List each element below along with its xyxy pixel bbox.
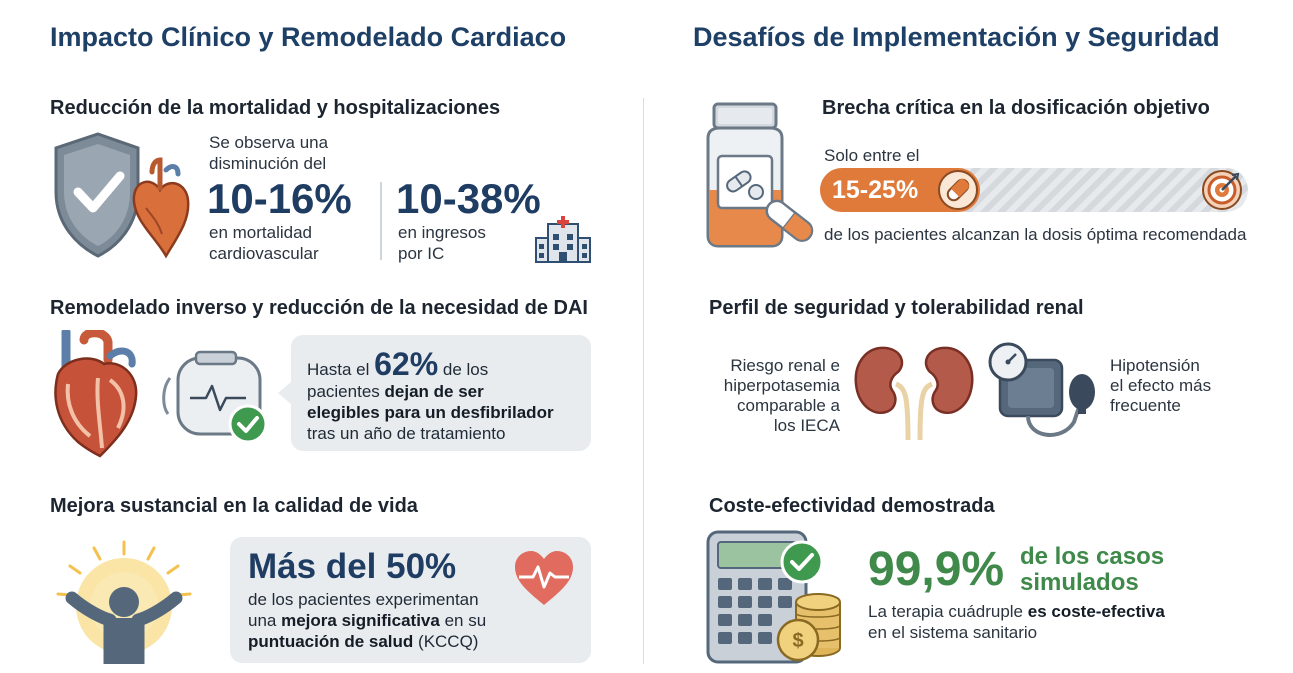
check-icon xyxy=(780,540,824,584)
cost-section-title: Coste-efectividad demostrada xyxy=(709,495,995,517)
remodel-section-title: Remodelado inverso y reducción de la nec… xyxy=(50,297,588,319)
quality-value: Más del 50% xyxy=(248,547,457,586)
quality-line3-a: puntuación de salud xyxy=(248,632,414,651)
heart-icon xyxy=(132,157,190,259)
remodel-line2-a: pacientes xyxy=(307,382,380,401)
renal-risk-text: Riesgo renal e hiperpotasemia comparable… xyxy=(723,356,840,435)
hospitalization-stat-line2: por IC xyxy=(398,244,445,263)
hospitalization-stat-value: 10-38% xyxy=(396,175,541,222)
dosing-value: 15-25% xyxy=(832,176,919,204)
remodel-callout: Hasta el 62% de los pacientes dejan de s… xyxy=(278,335,591,451)
pill-bottle-icon xyxy=(706,102,814,248)
safety-section-title: Perfil de seguridad y tolerabilidad rena… xyxy=(709,297,1084,319)
dosing-post: de los pacientes alcanzan la dosis óptim… xyxy=(824,225,1247,244)
quality-line2-b: mejora significativa xyxy=(281,611,440,630)
person-sun-icon xyxy=(56,540,192,664)
hospital-icon xyxy=(535,216,591,263)
cost-line1-a: La terapia cuádruple xyxy=(868,602,1024,621)
defibrillator-icon xyxy=(162,350,268,444)
heart-ecg-icon xyxy=(515,551,573,605)
remodel-line4: tras un año de tratamiento xyxy=(307,424,506,443)
cost-line2: en el sistema sanitario xyxy=(868,623,1038,642)
check-icon xyxy=(228,404,268,444)
mortality-stat-line1: en mortalidad xyxy=(209,223,313,242)
heart-cross-section-icon xyxy=(54,330,138,458)
cost-value: 99,9% xyxy=(868,543,1005,596)
hypotension-text: Hipotensión el efecto más frecuente xyxy=(1110,356,1212,415)
quality-line2-c: en su xyxy=(444,611,487,630)
dosing-progress-track: 15-25% xyxy=(820,168,1248,212)
remodel-line3: elegibles para un desfibrilador xyxy=(307,403,554,422)
column-divider xyxy=(643,98,644,664)
shield-check-icon xyxy=(54,132,140,258)
mortality-stat-value: 10-16% xyxy=(207,175,352,222)
remodel-value: 62% xyxy=(374,346,439,382)
quality-line2-a: una xyxy=(248,611,277,630)
mortality-section-title: Reducción de la mortalidad y hospitaliza… xyxy=(50,97,501,119)
blood-pressure-cuff-icon xyxy=(988,342,1095,437)
remodel-post: de los xyxy=(442,360,489,379)
dosing-pre: Solo entre el xyxy=(824,146,920,165)
quality-callout: Más del 50% de los pacientes experimenta… xyxy=(230,537,591,663)
quality-line1: de los pacientes experimentan xyxy=(248,590,479,609)
target-icon xyxy=(1202,170,1242,210)
cost-label: de los casos simulados xyxy=(1020,543,1165,596)
left-column-title: Impacto Clínico y Remodelado Cardiaco xyxy=(50,22,567,52)
stat-divider xyxy=(380,182,382,260)
hospitalization-stat-line1: en ingresos xyxy=(398,223,486,242)
cost-line1-b: es coste-efectiva xyxy=(1027,602,1165,621)
remodel-pre: Hasta el xyxy=(307,360,370,379)
mortality-intro-line1: Se observa una xyxy=(209,133,329,152)
mortality-stat-line2: cardiovascular xyxy=(209,244,319,263)
mortality-intro-line2: disminución del xyxy=(209,154,327,173)
dosing-section-title: Brecha crítica en la dosificación objeti… xyxy=(822,97,1210,119)
svg-text:$: $ xyxy=(792,630,803,652)
coins-icon: $ xyxy=(776,593,841,662)
kidneys-icon xyxy=(854,346,974,441)
remodel-line2-b: dejan de ser xyxy=(384,382,484,401)
right-column-title: Desafíos de Implementación y Seguridad xyxy=(693,22,1220,52)
pill-icon xyxy=(938,170,978,210)
shield-heart-illustration xyxy=(54,132,190,259)
calculator-coins-illustration: $ xyxy=(706,530,841,664)
quality-line3-b: (KCCQ) xyxy=(418,632,479,651)
quality-section-title: Mejora sustancial en la calidad de vida xyxy=(50,495,418,517)
